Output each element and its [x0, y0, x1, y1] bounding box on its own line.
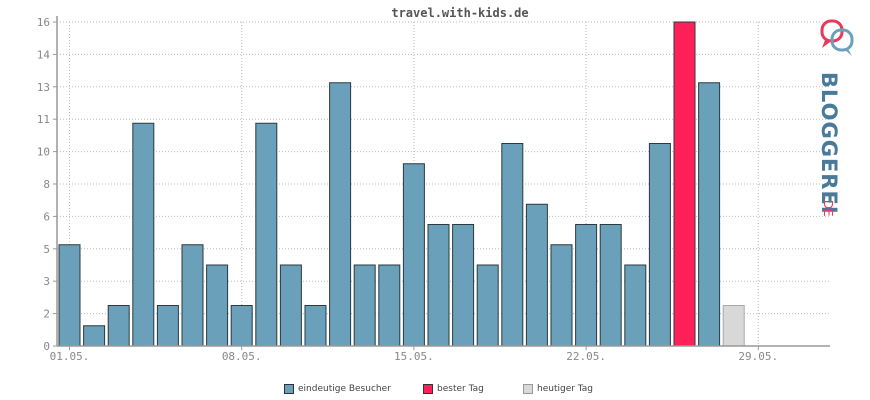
- y-tick-label: 3: [43, 275, 50, 288]
- x-axis-ticks: 01.05. 08.05. 15.05. 22.05. 29.05.: [50, 346, 778, 363]
- bar: [648, 143, 671, 347]
- chart: travel.with-kids.de 0 2 3 5 6 8 10 11 13 14 16 01.…: [37, 6, 830, 363]
- legend-swatch-today: [523, 384, 533, 394]
- bar: [181, 244, 204, 347]
- y-tick-label: 5: [43, 243, 50, 256]
- legend-swatch-best: [423, 384, 433, 394]
- y-axis-ticks: 0 2 3 5 6 8 10 11 13 14 16: [37, 16, 57, 353]
- bar-best-day: [673, 21, 696, 347]
- legend-label-today: heutiger Tag: [537, 384, 594, 394]
- legend-label-best: bester Tag: [437, 384, 484, 394]
- x-tick-label: 29.05.: [738, 350, 778, 363]
- bar-series: [58, 21, 745, 347]
- legend-item-best: bester Tag: [423, 384, 484, 394]
- legend-item-today: heutiger Tag: [523, 384, 593, 394]
- bar: [58, 244, 81, 347]
- bar: [353, 264, 376, 347]
- bar: [132, 122, 155, 347]
- bar-today: [722, 305, 745, 347]
- bar: [501, 143, 524, 347]
- y-tick-label: 6: [43, 210, 50, 223]
- bar: [230, 305, 253, 347]
- y-tick-label: 10: [37, 146, 50, 159]
- bloggerei-logo[interactable]: BLOGGEREI .DE: [808, 18, 868, 218]
- bar: [378, 264, 401, 347]
- bar: [575, 224, 598, 347]
- legend-swatch-visitors: [284, 384, 294, 394]
- legend: eindeutige Besucher bester Tag heutiger …: [0, 384, 870, 400]
- legend-label-visitors: eindeutige Besucher: [298, 384, 391, 394]
- logo-bubbles-icon: [820, 19, 854, 56]
- bar: [107, 305, 130, 347]
- bar: [156, 305, 179, 347]
- bar: [698, 82, 721, 347]
- bar: [525, 203, 548, 347]
- bar: [255, 122, 278, 347]
- y-tick-label: 13: [37, 81, 50, 94]
- y-tick-label: 11: [37, 113, 50, 126]
- y-tick-label: 14: [37, 48, 51, 61]
- bar: [599, 224, 622, 347]
- bar: [206, 264, 229, 347]
- x-tick-label: 15.05.: [394, 350, 434, 363]
- y-tick-label: 2: [43, 308, 50, 321]
- legend-item-visitors: eindeutige Besucher: [284, 384, 391, 394]
- x-tick-label: 01.05.: [50, 350, 90, 363]
- logo-text: BLOGGEREI: [817, 72, 841, 215]
- x-tick-label: 22.05.: [566, 350, 606, 363]
- chart-title: travel.with-kids.de: [391, 6, 528, 20]
- bar: [83, 325, 106, 347]
- bar: [624, 264, 647, 347]
- bar: [402, 163, 425, 347]
- bar: [452, 224, 475, 347]
- bar: [427, 224, 450, 347]
- bar: [476, 264, 499, 347]
- y-tick-label: 0: [43, 340, 50, 353]
- logo-suffix: .DE: [821, 196, 835, 217]
- bar: [329, 82, 352, 347]
- bar: [550, 244, 573, 347]
- bloggerei-logo-graphic: BLOGGEREI .DE: [817, 19, 854, 217]
- bar: [304, 305, 327, 347]
- y-tick-label: 16: [37, 16, 50, 29]
- bar: [279, 264, 302, 347]
- x-tick-label: 08.05.: [222, 350, 262, 363]
- y-tick-label: 8: [43, 178, 50, 191]
